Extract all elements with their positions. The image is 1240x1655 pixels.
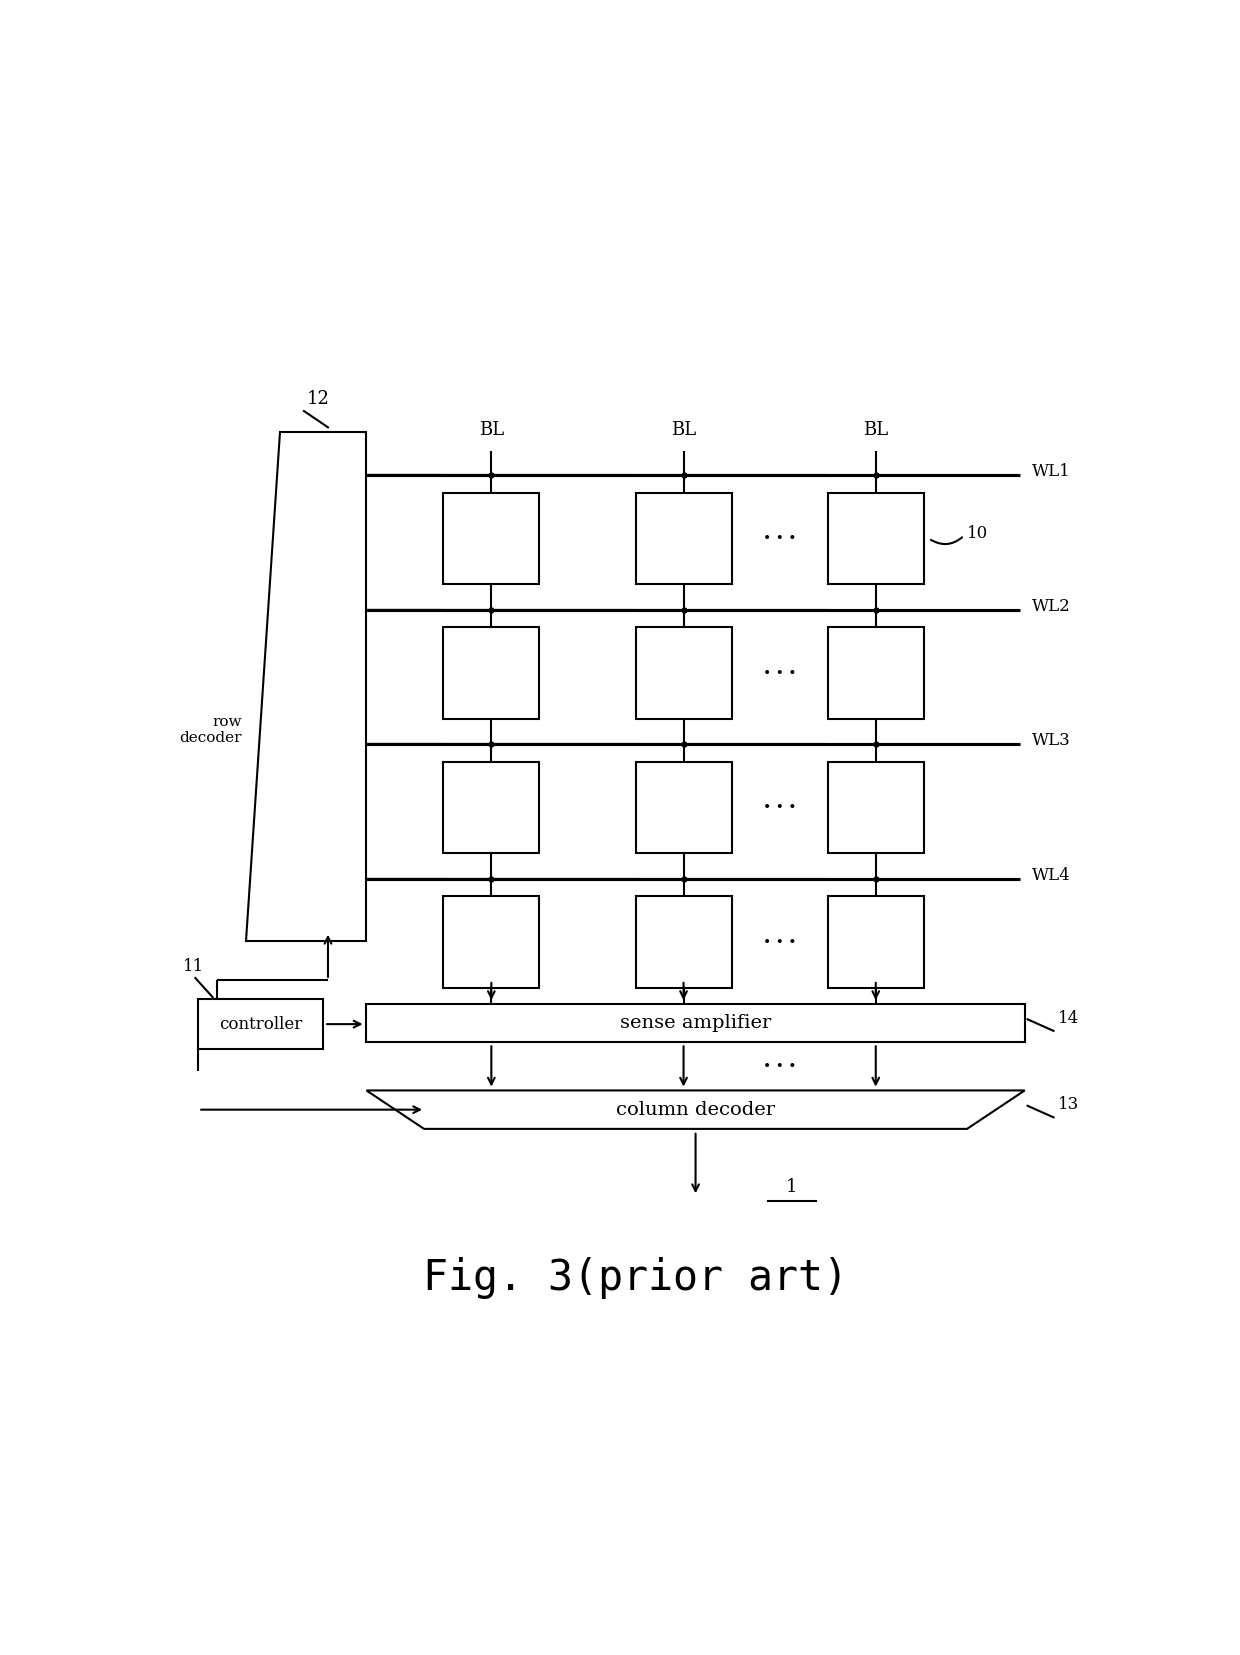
Bar bbox=[444, 897, 539, 988]
Text: BL: BL bbox=[671, 420, 696, 439]
Text: WL1: WL1 bbox=[1032, 463, 1070, 480]
Bar bbox=[444, 761, 539, 852]
Text: Fig. 3(prior art): Fig. 3(prior art) bbox=[423, 1256, 848, 1299]
Bar bbox=[828, 761, 924, 852]
Text: sense amplifier: sense amplifier bbox=[620, 1015, 771, 1033]
Text: 14: 14 bbox=[1059, 1010, 1080, 1026]
Text: WL2: WL2 bbox=[1032, 597, 1070, 614]
Bar bbox=[635, 493, 732, 584]
Bar bbox=[444, 493, 539, 584]
Bar bbox=[198, 1000, 324, 1049]
Text: • • •: • • • bbox=[763, 935, 796, 948]
Text: 13: 13 bbox=[1059, 1096, 1080, 1114]
Text: • • •: • • • bbox=[763, 1059, 796, 1074]
Bar bbox=[828, 493, 924, 584]
Bar bbox=[828, 627, 924, 718]
Bar bbox=[635, 627, 732, 718]
Polygon shape bbox=[247, 432, 367, 942]
Text: 10: 10 bbox=[967, 525, 988, 543]
Text: • • •: • • • bbox=[763, 531, 796, 546]
Text: WL4: WL4 bbox=[1032, 867, 1070, 884]
Bar bbox=[828, 897, 924, 988]
Text: BL: BL bbox=[479, 420, 503, 439]
Text: 1: 1 bbox=[786, 1178, 797, 1195]
Bar bbox=[367, 1005, 1024, 1043]
Polygon shape bbox=[367, 1091, 1024, 1129]
Text: 12: 12 bbox=[308, 391, 330, 409]
Text: controller: controller bbox=[219, 1016, 303, 1033]
Text: 11: 11 bbox=[182, 958, 205, 975]
Bar bbox=[635, 897, 732, 988]
Text: • • •: • • • bbox=[763, 665, 796, 680]
Text: column decoder: column decoder bbox=[616, 1101, 775, 1119]
Text: BL: BL bbox=[863, 420, 888, 439]
Text: WL3: WL3 bbox=[1032, 732, 1070, 750]
Text: row
decoder: row decoder bbox=[179, 715, 242, 745]
Bar bbox=[635, 761, 732, 852]
Bar bbox=[444, 627, 539, 718]
Text: • • •: • • • bbox=[763, 801, 796, 814]
